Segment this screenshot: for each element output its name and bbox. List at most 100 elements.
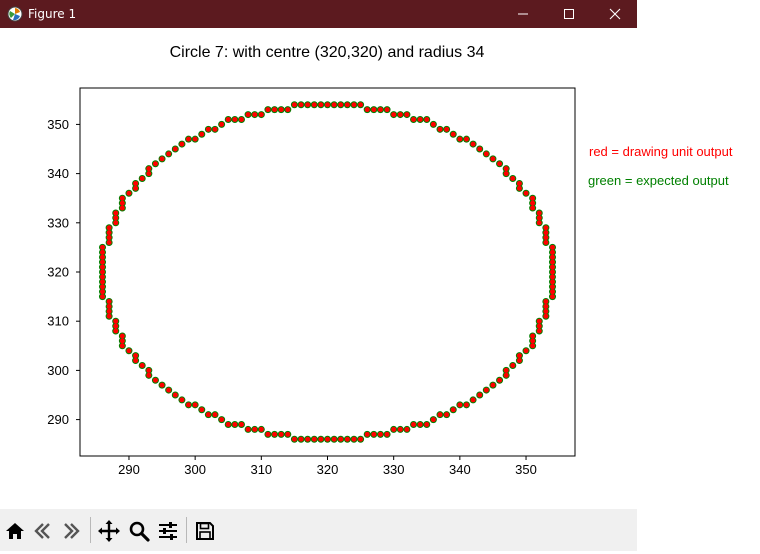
drawn-point <box>344 436 350 442</box>
y-tick-label: 340 <box>47 166 69 181</box>
drawn-point <box>232 116 238 122</box>
drawn-point <box>550 254 555 260</box>
x-tick-label: 310 <box>250 462 272 477</box>
circle-chart: Circle 7: with centre (320,320) and radi… <box>47 44 576 477</box>
drawn-point <box>536 318 542 324</box>
y-tick-label: 310 <box>47 314 69 329</box>
y-tick-label: 300 <box>47 363 69 378</box>
drawn-point <box>159 156 165 162</box>
drawn-point <box>126 190 132 196</box>
drawn-point <box>186 402 192 408</box>
drawn-point <box>100 294 105 300</box>
drawn-point <box>265 107 271 113</box>
drawn-point <box>113 215 119 221</box>
matplotlib-icon <box>7 6 23 22</box>
y-axis: 290 300 310 320 330 340 350 <box>47 117 80 427</box>
drawn-point <box>550 294 555 300</box>
drawn-point <box>305 436 311 442</box>
drawn-point <box>503 166 509 172</box>
forward-button[interactable] <box>59 519 83 543</box>
drawn-point <box>152 377 158 383</box>
drawn-point <box>543 225 549 231</box>
drawn-point <box>497 377 503 383</box>
drawn-point <box>523 190 529 196</box>
drawn-point <box>536 220 542 226</box>
drawn-point <box>543 303 549 309</box>
drawn-point <box>543 239 549 245</box>
drawn-point <box>113 210 119 216</box>
drawn-point <box>119 333 125 339</box>
drawn-point <box>550 259 555 265</box>
home-button[interactable] <box>3 519 27 543</box>
drawn-point <box>100 269 105 275</box>
drawn-point <box>510 176 516 182</box>
drawn-point <box>106 308 112 314</box>
configure-subplots-button[interactable] <box>156 519 180 543</box>
drawn-point <box>113 323 119 329</box>
save-button[interactable] <box>193 519 217 543</box>
drawn-point <box>139 362 145 368</box>
drawn-point <box>265 431 271 437</box>
drawn-point <box>411 422 417 428</box>
window-title: Figure 1 <box>28 7 77 21</box>
drawn-point <box>133 358 139 364</box>
save-icon <box>196 522 214 540</box>
drawn-point <box>450 131 456 137</box>
drawn-point <box>417 422 423 428</box>
drawn-point <box>146 367 152 373</box>
drawn-point <box>530 343 536 349</box>
drawn-point <box>133 180 139 186</box>
toolbar-separator <box>186 517 187 543</box>
drawn-point <box>344 102 350 108</box>
drawn-point <box>338 436 344 442</box>
x-tick-label: 300 <box>184 462 206 477</box>
drawn-point <box>219 417 225 423</box>
close-button[interactable] <box>592 0 638 28</box>
drawn-point <box>404 426 410 432</box>
drawn-point <box>238 116 244 122</box>
drawn-point <box>100 284 105 290</box>
drawn-point <box>516 180 522 186</box>
drawn-point <box>305 102 311 108</box>
chart-title: Circle 7: with centre (320,320) and radi… <box>170 44 485 61</box>
drawn-point <box>391 426 397 432</box>
drawn-point <box>364 107 370 113</box>
drawn-point <box>477 392 483 398</box>
drawn-point <box>186 136 192 142</box>
drawn-point <box>550 264 555 270</box>
drawn-point <box>100 279 105 285</box>
drawn-point <box>126 348 132 354</box>
drawn-point <box>106 239 112 245</box>
back-icon <box>34 523 50 539</box>
drawn-point <box>543 299 549 305</box>
drawn-point <box>212 412 218 418</box>
drawn-point <box>119 338 125 344</box>
x-tick-label: 290 <box>118 462 140 477</box>
drawn-point <box>205 412 211 418</box>
drawn-point <box>536 215 542 221</box>
drawn-point <box>437 126 443 132</box>
drawn-point <box>199 131 205 137</box>
back-button[interactable] <box>31 519 55 543</box>
drawn-point <box>252 112 258 118</box>
drawn-point <box>358 436 364 442</box>
drawn-point <box>113 220 119 226</box>
minimize-button[interactable] <box>500 0 546 28</box>
drawn-point <box>463 136 469 142</box>
drawn-point <box>530 195 536 201</box>
drawn-point <box>106 225 112 231</box>
pan-button[interactable] <box>97 519 121 543</box>
drawn-point <box>192 136 198 142</box>
navigation-toolbar <box>0 509 637 551</box>
maximize-button[interactable] <box>546 0 592 28</box>
drawn-point <box>172 392 178 398</box>
drawn-point <box>238 422 244 428</box>
drawn-point <box>450 407 456 413</box>
drawn-point <box>550 269 555 275</box>
drawn-point <box>113 328 119 334</box>
drawn-point <box>100 249 105 255</box>
drawn-point <box>212 126 218 132</box>
drawn-point <box>377 107 383 113</box>
toolbar-separator <box>90 517 91 543</box>
zoom-button[interactable] <box>127 519 151 543</box>
